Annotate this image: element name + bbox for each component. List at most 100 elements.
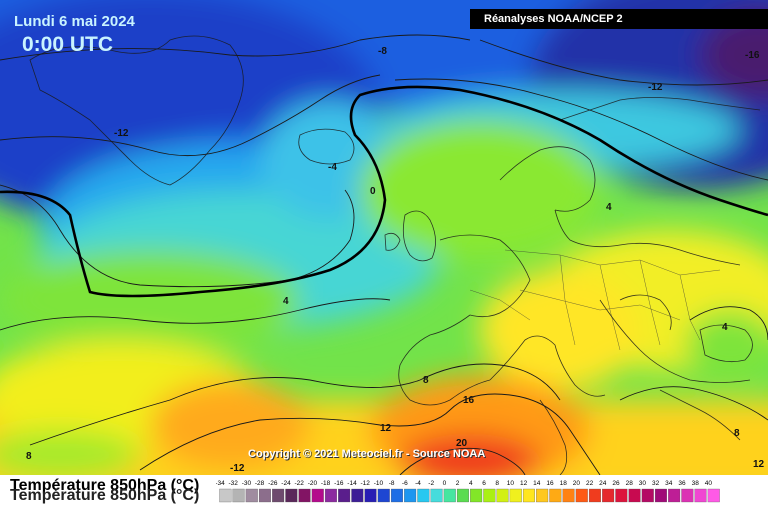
legend-tick-label: 16 (546, 480, 554, 487)
legend-swatch (588, 488, 601, 503)
legend-swatch (443, 488, 456, 503)
contour-label: 4 (722, 322, 728, 333)
legend-tick-label: -18 (321, 480, 331, 487)
legend-swatch (245, 488, 258, 503)
legend-swatch (417, 488, 430, 503)
legend-swatch (377, 488, 390, 503)
contour-labels: -8 -12 -12 -16 -4 0 4 4 4 8 12 16 20 8 -… (26, 46, 765, 474)
legend-tick-label: -32 (228, 480, 238, 487)
contour-label: 12 (753, 459, 765, 470)
coastlines (29, 35, 761, 475)
legend-swatch (694, 488, 707, 503)
legend-swatch (654, 488, 667, 503)
legend-swatch (324, 488, 337, 503)
copyright-notice: Copyright © 2021 Meteociel.fr - Source N… (248, 448, 486, 460)
legend-tick-label: 20 (573, 480, 581, 487)
color-legend: -34 -32 -30 -28 -26 -24 -22 -20 -18 -16 -14 -12 -10-… (216, 480, 720, 503)
cold-core-east (700, 10, 768, 100)
map-time: 0:00 UTC (22, 33, 114, 56)
contour-label: 8 (26, 451, 32, 462)
red-zone-south (400, 434, 540, 475)
legend-tick-label: -2 (428, 480, 434, 487)
legend-tick-label: -28 (255, 480, 265, 487)
legend-swatch (628, 488, 641, 503)
map-date: Lundi 6 mai 2024 (14, 13, 135, 30)
contour-label: -12 (114, 128, 129, 139)
map-title-shadow: Température 850hPa (°C) (10, 487, 200, 504)
legend-tick-label: 26 (612, 480, 620, 487)
legend-tick-label: -30 (242, 480, 252, 487)
contour-label: 0 (370, 186, 376, 197)
contour-label: 20 (456, 438, 468, 449)
contour-label: -8 (378, 46, 387, 57)
legend-swatch (285, 488, 298, 503)
legend-tick-label: -26 (268, 480, 278, 487)
legend-swatch (602, 488, 615, 503)
orange-zone-west (150, 380, 310, 470)
legend-swatch (404, 488, 417, 503)
legend-tick-label: 40 (705, 480, 713, 487)
legend-swatch (351, 488, 364, 503)
legend-tick-label: -22 (294, 480, 304, 487)
legend-swatch (483, 488, 496, 503)
legend-swatch (641, 488, 654, 503)
legend-tick-label: -10 (374, 480, 384, 487)
legend-tick-label: 38 (692, 480, 700, 487)
contour-label: -12 (230, 463, 245, 474)
legend-tick-label: 4 (469, 480, 473, 487)
legend-swatch (522, 488, 535, 503)
legend-swatch (496, 488, 509, 503)
legend-tick-label: -4 (415, 480, 421, 487)
legend-tick-label: 32 (652, 480, 660, 487)
map-title: Température 850hPa (°C) (10, 477, 200, 494)
contour-label: 8 (423, 375, 429, 386)
legend-tick-label: -34 (216, 480, 225, 487)
contour-label: 12 (380, 423, 392, 434)
legend-tick-label: 24 (599, 480, 607, 487)
contour-label: -12 (648, 82, 663, 93)
legend-swatch (298, 488, 311, 503)
legend-swatch (681, 488, 694, 503)
legend-tick-label: -12 (360, 480, 370, 487)
legend-tick-label: 12 (520, 480, 528, 487)
contour-label: 4 (606, 202, 612, 213)
legend-swatch (562, 488, 575, 503)
green-zone-southwest (0, 430, 140, 475)
legend-swatch (615, 488, 628, 503)
legend-swatch (536, 488, 549, 503)
legend-tick-label: -20 (308, 480, 318, 487)
legend-swatch (470, 488, 483, 503)
legend-tick-label: -24 (281, 480, 291, 487)
legend-swatch (390, 488, 403, 503)
legend-swatch (232, 488, 245, 503)
isotherms (0, 34, 768, 475)
legend-swatch (575, 488, 588, 503)
legend-tick-label: 30 (639, 480, 647, 487)
legend-tick-label: -14 (347, 480, 357, 487)
legend-swatch (338, 488, 351, 503)
source-label: Réanalyses NOAA/NCEP 2 (470, 9, 768, 29)
legend-swatch (364, 488, 377, 503)
legend-tick-label: 28 (626, 480, 634, 487)
legend-swatch (509, 488, 522, 503)
legend-swatch (456, 488, 469, 503)
legend-tick-label: -16 (334, 480, 344, 487)
legend-tick-label: 18 (560, 480, 568, 487)
legend-swatch (549, 488, 562, 503)
contour-label: 8 (734, 428, 740, 439)
legend-swatch (258, 488, 271, 503)
legend-swatch (430, 488, 443, 503)
contour-label: 16 (463, 395, 475, 406)
yellow-zone-central (480, 270, 640, 390)
legend-tick-label: 0 (443, 480, 447, 487)
legend-tick-label: 34 (665, 480, 673, 487)
zero-isotherm (0, 85, 768, 298)
legend-tick-label: -8 (389, 480, 395, 487)
legend-tick-label: 36 (678, 480, 686, 487)
legend-swatch (668, 488, 681, 503)
legend-swatch (707, 488, 720, 503)
legend-swatch (272, 488, 285, 503)
legend-swatch (219, 488, 232, 503)
country-borders (469, 249, 721, 351)
